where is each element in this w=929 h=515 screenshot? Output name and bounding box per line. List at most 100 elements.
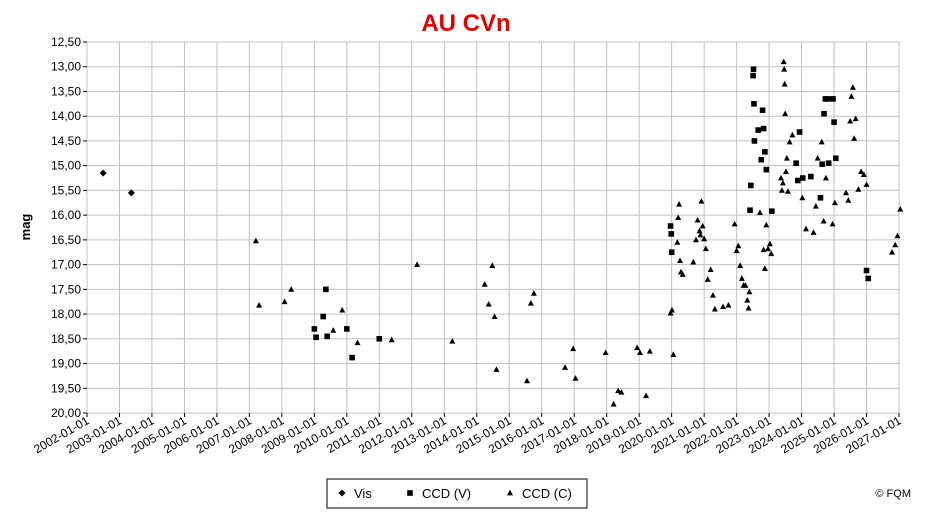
y-tick-label: 13,00 [51,60,81,74]
y-tick-label: 14,00 [51,109,81,123]
point-ccd-c [848,93,855,99]
point-ccd-c [725,301,732,308]
point-ccd-c [855,186,862,192]
point-ccd-c [784,188,791,194]
point-ccd-c [799,194,806,201]
point-ccd-c [676,201,683,207]
point-ccd-c [851,135,858,141]
y-tick-label: 16,00 [51,208,81,222]
point-ccd-c [889,249,896,255]
point-ccd-v [824,96,831,102]
point-ccd-v [831,119,837,125]
y-tick-label: 15,00 [51,159,81,173]
point-ccd-c [618,389,625,395]
point-vis [127,189,135,197]
point-ccd-v [748,182,754,189]
point-ccd-v [795,177,801,184]
point-ccd-c [572,375,579,381]
point-ccd-c [802,225,809,232]
point-ccd-c [524,377,531,384]
legend-marker-vis [338,489,346,497]
point-ccd-c [256,301,263,308]
point-ccd-v [313,334,319,341]
point-ccd-c [696,227,703,234]
point-ccd-v [750,72,756,79]
point-ccd-c [252,237,259,244]
point-ccd-v [320,313,326,320]
legend: Vis CCD (V) CCD (C) [326,478,588,509]
point-ccd-v [751,101,757,107]
point-ccd-v [668,231,675,237]
point-ccd-c [738,275,745,281]
y-tick-label: 18,00 [51,307,81,321]
point-ccd-c [768,250,775,257]
point-ccd-c [781,66,788,72]
point-ccd-c [731,220,738,227]
point-ccd-c [842,189,849,196]
y-tick-label: 19,00 [51,357,81,371]
point-ccd-c [667,309,674,316]
y-tick-label: 19,50 [51,381,81,395]
y-axis-label: mag [18,214,33,241]
point-ccd-v [751,138,758,144]
point-ccd-c [745,304,752,311]
point-ccd-c [677,257,684,264]
point-ccd-c [679,271,686,277]
point-ccd-c [820,217,827,224]
point-ccd-c [746,288,753,295]
point-ccd-c [814,155,821,161]
point-ccd-v [762,149,768,155]
point-ccd-c [449,338,456,344]
point-ccd-c [789,131,796,138]
point-ccd-c [694,216,701,223]
point-ccd-c [634,344,641,351]
y-tick-label: 18,50 [51,332,81,346]
point-ccd-c [489,262,496,268]
y-axis-ticks: 12,50 13,00 13,50 14,00 14,50 15,00 15,50 16,00… [51,35,87,420]
point-ccd-v [760,125,767,132]
point-ccd-c [778,187,785,193]
y-tick-label: 20,00 [51,406,81,420]
point-ccd-c [810,229,817,235]
point-ccd-c [818,138,825,145]
point-ccd-c [897,205,904,212]
point-ccd-c [354,339,361,346]
legend-box [326,478,588,509]
point-ccd-c [765,245,772,252]
point-ccd-c [527,299,534,306]
y-tick-label: 15,50 [51,183,81,197]
point-ccd-c [735,242,742,249]
point-ccd-v [376,336,383,342]
point-ccd-c [779,179,786,186]
point-ccd-c [812,203,819,209]
y-tick-label: 12,50 [51,35,81,49]
point-vis [99,169,107,177]
point-ccd-c [646,347,653,354]
point-ccd-c [852,115,859,122]
point-ccd-c [783,155,790,161]
point-ccd-v [796,129,803,135]
point-ccd-v [750,66,757,73]
point-ccd-v [344,326,350,332]
point-ccd-c [781,80,788,87]
plot-area [86,41,900,414]
point-ccd-c [709,292,716,298]
legend-label-ccd-v: CCD (V) [422,486,471,501]
point-ccd-c [831,199,838,206]
point-ccd-v [863,267,870,274]
data-points [99,58,904,407]
point-ccd-c [697,231,704,238]
point-ccd-c [610,400,617,407]
point-ccd-c [711,305,718,312]
point-ccd-c [704,276,711,282]
point-ccd-c [863,181,870,187]
point-ccd-c [782,110,789,117]
point-ccd-c [388,336,395,343]
point-ccd-v [799,175,806,181]
point-ccd-c [330,327,337,333]
point-ccd-v [817,195,824,201]
point-ccd-c [281,298,288,305]
point-ccd-c [701,235,708,242]
point-ccd-v [758,156,765,163]
